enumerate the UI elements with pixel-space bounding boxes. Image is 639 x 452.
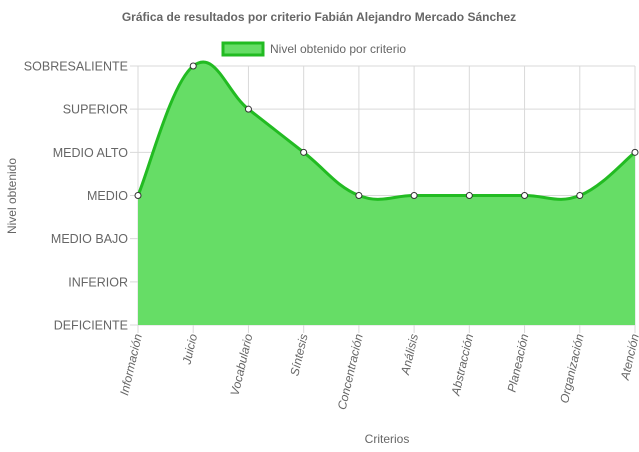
legend[interactable]: Nivel obtenido por criterio: [221, 41, 406, 57]
y-tick-label: SUPERIOR: [63, 103, 128, 117]
y-tick-label: MEDIO BAJO: [51, 232, 128, 246]
x-tick-label: Información: [117, 332, 145, 397]
y-tick-label: SOBRESALIENTE: [24, 60, 128, 74]
data-point-6[interactable]: [410, 192, 418, 199]
x-tick-label: Abstracción: [448, 332, 476, 398]
data-point-10[interactable]: [631, 148, 639, 156]
data-point-8[interactable]: [521, 192, 529, 199]
chart-title: Gráfica de resultados por criterio Fabiá…: [122, 10, 516, 24]
data-point-5[interactable]: [355, 192, 363, 199]
x-tick-label: Atención: [618, 332, 639, 382]
y-tick-label: MEDIO ALTO: [53, 146, 129, 160]
x-axis-title: Criterios: [365, 432, 410, 446]
y-axis-title: Nivel obtenido: [5, 158, 19, 234]
x-axis-ticks: Información Juicio Vocabulario Síntesis Conc…: [117, 332, 639, 411]
legend-label: Nivel obtenido por criterio: [270, 42, 406, 56]
y-tick-label: INFERIOR: [68, 275, 128, 289]
x-tick-label: Concentración: [335, 332, 366, 411]
x-tick-label: Organización: [557, 332, 587, 404]
data-point-9[interactable]: [576, 192, 584, 199]
y-tick-label: DEFICIENTE: [54, 319, 128, 333]
y-axis-ticks: DEFICIENTE INFERIOR MEDIO BAJO MEDIO MEDIO A…: [24, 60, 128, 333]
y-tick-label: MEDIO: [87, 189, 128, 203]
plot-area: [136, 60, 636, 325]
series-area-fill: [138, 61, 635, 325]
legend-swatch: [221, 41, 265, 57]
data-point-7[interactable]: [465, 192, 473, 199]
data-point-4[interactable]: [300, 148, 308, 156]
x-tick-label: Planeación: [504, 332, 531, 393]
data-point-1[interactable]: [134, 192, 142, 199]
x-tick-label: Síntesis: [287, 333, 310, 378]
data-point-2[interactable]: [189, 62, 197, 70]
x-tick-label: Juicio: [179, 332, 200, 366]
data-point-3[interactable]: [244, 105, 252, 113]
data-points: [134, 62, 639, 199]
x-tick-label: Análisis: [398, 333, 421, 377]
x-tick-label: Vocabulario: [228, 332, 256, 397]
